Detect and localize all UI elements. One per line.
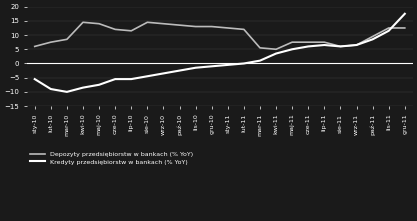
Kredyty przedsiębiorstw w bankach (% YoY) — [80, 86, 85, 89]
Kredyty przedsiębiorstw w bankach (% YoY) — [338, 45, 343, 48]
Kredyty przedsiębiorstw w bankach (% YoY) — [257, 59, 262, 62]
Kredyty przedsiębiorstw w bankach (% YoY) — [48, 88, 53, 90]
Kredyty przedsiębiorstw w bankach (% YoY) — [209, 65, 214, 68]
Line: Depozyty przedsiębiorstw w bankach (% YoY): Depozyty przedsiębiorstw w bankach (% Yo… — [35, 22, 405, 49]
Depozyty przedsiębiorstw w bankach (% YoY) — [274, 48, 279, 51]
Kredyty przedsiębiorstw w bankach (% YoY) — [97, 84, 102, 86]
Depozyty przedsiębiorstw w bankach (% YoY) — [209, 25, 214, 28]
Depozyty przedsiębiorstw w bankach (% YoY) — [48, 41, 53, 44]
Kredyty przedsiębiorstw w bankach (% YoY) — [32, 78, 37, 80]
Depozyty przedsiębiorstw w bankach (% YoY) — [64, 38, 69, 41]
Depozyty przedsiębiorstw w bankach (% YoY) — [32, 45, 37, 48]
Kredyty przedsiębiorstw w bankach (% YoY) — [145, 75, 150, 78]
Kredyty przedsiębiorstw w bankach (% YoY) — [386, 29, 391, 32]
Depozyty przedsiębiorstw w bankach (% YoY) — [322, 41, 327, 44]
Kredyty przedsiębiorstw w bankach (% YoY) — [241, 62, 246, 65]
Depozyty przedsiębiorstw w bankach (% YoY) — [113, 28, 118, 31]
Kredyty przedsiębiorstw w bankach (% YoY) — [113, 78, 118, 80]
Kredyty przedsiębiorstw w bankach (% YoY) — [370, 38, 375, 41]
Kredyty przedsiębiorstw w bankach (% YoY) — [225, 64, 230, 66]
Depozyty przedsiębiorstw w bankach (% YoY) — [386, 27, 391, 29]
Kredyty przedsiębiorstw w bankach (% YoY) — [322, 44, 327, 46]
Kredyty przedsiębiorstw w bankach (% YoY) — [64, 91, 69, 93]
Depozyty przedsiębiorstw w bankach (% YoY) — [370, 35, 375, 38]
Depozyty przedsiębiorstw w bankach (% YoY) — [80, 21, 85, 24]
Depozyty przedsiębiorstw w bankach (% YoY) — [241, 28, 246, 31]
Line: Kredyty przedsiębiorstw w bankach (% YoY): Kredyty przedsiębiorstw w bankach (% YoY… — [35, 14, 405, 92]
Depozyty przedsiębiorstw w bankach (% YoY) — [193, 25, 198, 28]
Kredyty przedsiębiorstw w bankach (% YoY) — [193, 66, 198, 69]
Depozyty przedsiębiorstw w bankach (% YoY) — [338, 45, 343, 48]
Kredyty przedsiębiorstw w bankach (% YoY) — [306, 45, 311, 48]
Depozyty przedsiębiorstw w bankach (% YoY) — [161, 22, 166, 25]
Depozyty przedsiębiorstw w bankach (% YoY) — [306, 41, 311, 44]
Depozyty przedsiębiorstw w bankach (% YoY) — [225, 27, 230, 29]
Depozyty przedsiębiorstw w bankach (% YoY) — [177, 24, 182, 27]
Depozyty przedsiębiorstw w bankach (% YoY) — [145, 21, 150, 24]
Kredyty przedsiębiorstw w bankach (% YoY) — [274, 52, 279, 55]
Kredyty przedsiębiorstw w bankach (% YoY) — [177, 69, 182, 72]
Depozyty przedsiębiorstw w bankach (% YoY) — [290, 41, 295, 44]
Depozyty przedsiębiorstw w bankach (% YoY) — [97, 22, 102, 25]
Kredyty przedsiębiorstw w bankach (% YoY) — [161, 72, 166, 75]
Depozyty przedsiębiorstw w bankach (% YoY) — [402, 27, 407, 29]
Legend: Depozyty przedsiębiorstw w bankach (% YoY), Kredyty przedsiębiorstw w bankach (%: Depozyty przedsiębiorstw w bankach (% Yo… — [30, 152, 193, 165]
Depozyty przedsiębiorstw w bankach (% YoY) — [129, 29, 134, 32]
Kredyty przedsiębiorstw w bankach (% YoY) — [290, 48, 295, 51]
Kredyty przedsiębiorstw w bankach (% YoY) — [354, 44, 359, 46]
Kredyty przedsiębiorstw w bankach (% YoY) — [402, 12, 407, 15]
Depozyty przedsiębiorstw w bankach (% YoY) — [354, 44, 359, 46]
Kredyty przedsiębiorstw w bankach (% YoY) — [129, 78, 134, 80]
Depozyty przedsiębiorstw w bankach (% YoY) — [257, 47, 262, 49]
